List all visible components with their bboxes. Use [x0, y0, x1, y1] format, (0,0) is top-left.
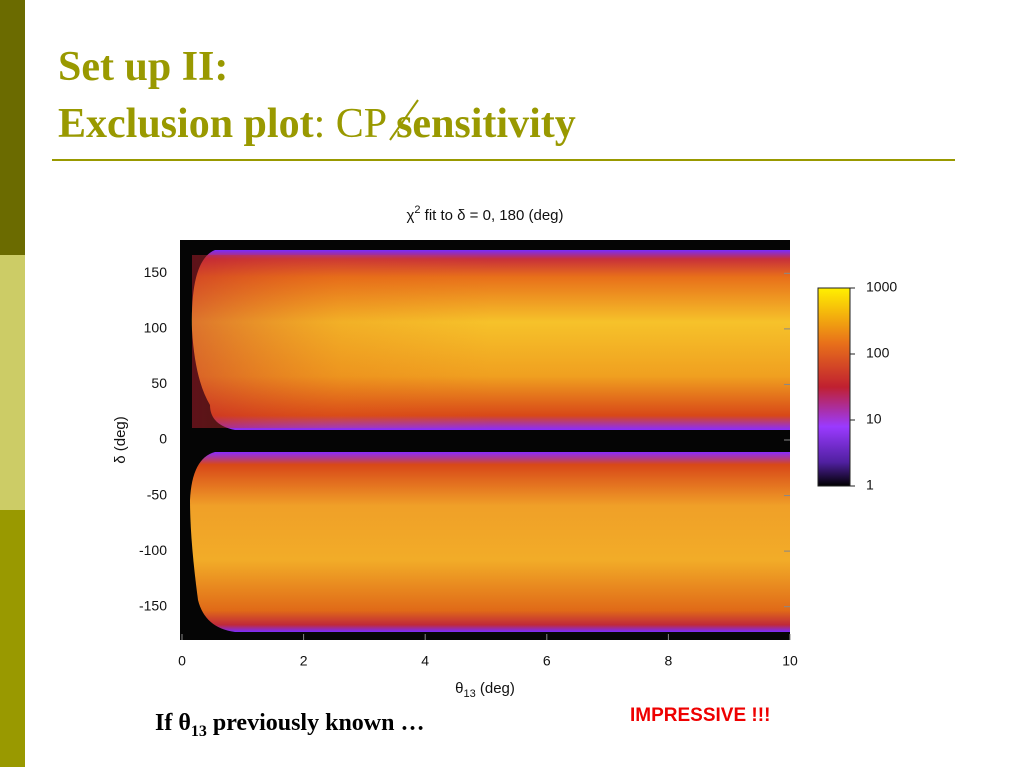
y-tick-label: 50 — [151, 375, 167, 391]
heatmap-shade — [192, 255, 790, 428]
slide-subtitle: Exclusion plot: CP sensitivity — [58, 101, 576, 147]
x-tick-label: 8 — [665, 653, 673, 669]
y-tick-label: 0 — [159, 431, 167, 447]
y-tick-label: -100 — [139, 542, 167, 558]
footer-part: previously known … — [207, 710, 425, 736]
heatmap — [180, 240, 790, 640]
footer-part: If θ — [155, 710, 191, 736]
side-stripe — [0, 255, 25, 510]
footer-subscript: 13 — [191, 723, 207, 740]
colorbar-tick-label: 1000 — [866, 279, 897, 295]
footer-text: If θ13 previously known … — [155, 710, 424, 740]
heatmap-band — [190, 452, 790, 632]
title-part: CP — [336, 101, 386, 147]
x-tick-label: 4 — [421, 653, 429, 669]
x-tick-label: 6 — [543, 653, 551, 669]
y-tick-label: 100 — [144, 320, 168, 336]
x-tick-label: 10 — [782, 653, 798, 669]
title-part: sensitivity — [396, 101, 576, 147]
title-text: fit to δ = 0, 180 (deg) — [420, 207, 563, 224]
slide-title: Set up II: — [58, 44, 228, 90]
colorbar — [817, 287, 851, 487]
x-tick-label: 0 — [178, 653, 186, 669]
y-tick-label: -150 — [139, 597, 167, 613]
label-symbol: θ — [455, 680, 463, 697]
chart-title: χ2 fit to δ = 0, 180 (deg) — [406, 204, 563, 224]
label-unit: (deg) — [476, 680, 515, 697]
y-tick-label: 150 — [144, 264, 168, 280]
colorbar-tick-label: 1 — [866, 477, 874, 493]
title-superscript: 2 — [414, 204, 420, 216]
y-axis-label: δ (deg) — [112, 416, 129, 464]
colorbar-tick-label: 100 — [866, 345, 890, 361]
side-stripe — [0, 510, 25, 767]
title-part: Exclusion plot — [58, 101, 314, 147]
callout: IMPRESSIVE !!! — [630, 705, 770, 726]
cp-slash — [389, 99, 419, 141]
y-tick-label: -50 — [147, 486, 167, 502]
title-part: : — [314, 101, 326, 147]
x-axis-label: θ13 (deg) — [455, 680, 515, 700]
label-subscript: 13 — [463, 688, 475, 700]
side-stripe — [0, 0, 25, 255]
title-symbol: χ — [406, 207, 414, 224]
x-tick-label: 2 — [300, 653, 308, 669]
colorbar-tick-label: 10 — [866, 411, 882, 427]
